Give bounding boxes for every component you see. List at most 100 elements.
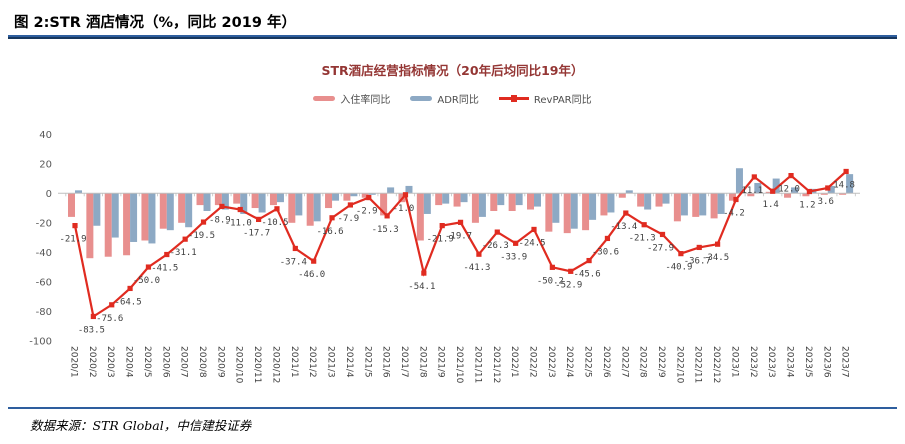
revpar-data-label: -36.7 — [684, 256, 711, 266]
revpar-data-label: -37.4 — [280, 257, 307, 267]
revpar-data-label: -46.0 — [298, 270, 325, 280]
revpar-marker — [72, 223, 78, 229]
legend-label-occupancy: 入住率同比 — [340, 95, 391, 106]
y-tick-label: -40 — [36, 248, 52, 259]
revpar-data-label: -50.0 — [133, 276, 160, 286]
y-tick-label: 20 — [39, 159, 52, 170]
adr-bar — [442, 193, 450, 204]
occupancy-bar — [68, 193, 75, 217]
adr-bar — [791, 187, 799, 194]
revpar-marker — [127, 285, 133, 292]
revpar-data-label: -7.9 — [338, 214, 360, 224]
occupancy-bar — [618, 193, 626, 198]
occupancy-bar — [508, 193, 516, 211]
revpar-data-label: -21.9 — [59, 235, 86, 245]
revpar-marker — [531, 226, 537, 233]
occupancy-bar — [692, 193, 700, 217]
adr-bar — [111, 193, 119, 238]
occupancy-bar — [784, 193, 792, 198]
adr-bar — [350, 193, 358, 197]
adr-bar — [258, 193, 266, 213]
revpar-marker — [549, 264, 555, 270]
x-tick-label: 2022/10 — [674, 346, 684, 384]
occupancy-bar — [563, 193, 571, 234]
revpar-marker — [788, 173, 794, 179]
occupancy-bar — [86, 193, 94, 259]
occupancy-bar — [416, 193, 424, 241]
x-tick-label: 2021/11 — [472, 346, 482, 383]
occupancy-bar — [123, 193, 131, 256]
revpar-data-label: 1.2 — [799, 201, 815, 211]
x-tick-label: 2021/3 — [326, 346, 336, 378]
x-tick-label: 2021/4 — [344, 346, 354, 378]
x-tick-label: 2020/10 — [234, 346, 244, 384]
revpar-marker — [825, 185, 831, 191]
x-tick-label: 2022/9 — [656, 346, 666, 378]
y-tick-label: -20 — [36, 218, 52, 229]
adr-bar — [203, 193, 211, 211]
revpar-data-label: -31.1 — [170, 248, 197, 258]
occupancy-bar — [141, 193, 149, 241]
adr-bar — [405, 185, 413, 194]
revpar-marker — [568, 268, 574, 274]
x-tick-label: 2022/8 — [638, 346, 648, 378]
legend-label-revpar: RevPAR同比 — [533, 95, 592, 106]
revpar-marker — [182, 236, 188, 242]
revpar-marker — [200, 219, 207, 225]
revpar-marker — [843, 168, 849, 175]
footer-rule — [8, 407, 897, 409]
occupancy-bar — [233, 193, 241, 204]
occupancy-bar — [104, 193, 112, 257]
revpar-marker — [439, 223, 445, 229]
revpar-marker — [476, 251, 482, 257]
x-tick-label: 2020/2 — [87, 346, 97, 378]
revpar-data-label: -75.6 — [96, 314, 123, 324]
revpar-data-label: -8.9 — [209, 215, 231, 225]
adr-bar — [699, 193, 707, 216]
occupancy-bar — [655, 193, 663, 207]
occupancy-bar — [820, 193, 828, 195]
x-tick-label: 2021/2 — [307, 346, 317, 378]
chart-plot-area: 40 20 0 -20 -40 -60 -80 -100 -21.9 -83.5-75.6 -64.… — [29, 130, 860, 384]
revpar-marker — [623, 210, 629, 216]
x-tick-label: 2021/1 — [289, 346, 299, 378]
revpar-data-label: -11.0 — [225, 219, 252, 229]
occupancy-bar — [471, 193, 479, 223]
header-rule — [8, 35, 897, 39]
revpar-data-label: -52.9 — [555, 280, 582, 290]
revpar-data-label: -4.2 — [723, 208, 745, 218]
x-tick-label: 2022/5 — [583, 346, 593, 378]
revpar-marker — [494, 229, 500, 235]
adr-bar — [387, 187, 395, 194]
occupancy-bar — [269, 193, 277, 206]
adr-bar — [497, 193, 505, 206]
x-tick-label: 2023/7 — [840, 346, 850, 378]
adr-bar — [827, 185, 835, 194]
adr-bar — [515, 193, 523, 206]
occupancy-bar — [839, 193, 847, 195]
revpar-marker — [219, 203, 225, 210]
revpar-data-label: -21.9 — [427, 235, 454, 245]
y-tick-label: -80 — [36, 307, 52, 318]
legend-item-adr: ADR同比 — [410, 91, 479, 106]
y-tick-label: -60 — [36, 277, 52, 288]
occupancy-bar — [325, 193, 333, 209]
adr-bar — [332, 193, 340, 201]
x-tick-label: 2021/7 — [399, 346, 409, 378]
revpar-marker — [696, 244, 702, 251]
occupancy-bar — [214, 193, 222, 206]
x-tick-label: 2022/12 — [711, 346, 721, 383]
revpar-data-label: 11.1 — [741, 186, 763, 196]
adr-bar — [846, 174, 854, 194]
revpar-marker — [513, 240, 519, 246]
occupancy-bar — [747, 193, 755, 197]
revpar-data-labels: -21.9 -83.5-75.6 -64.5 -50.0 -41.5 -31.1 -19.5… — [59, 180, 855, 335]
x-axis-labels: 2020/1 2020/2 2020/3 2020/4 2020/5 2020/6 2020… — [69, 346, 850, 384]
revpar-marker — [421, 270, 427, 276]
occupancy-bar — [306, 193, 314, 226]
legend-item-occupancy: 入住率同比 — [313, 91, 390, 106]
revpar-data-label: -64.5 — [115, 297, 142, 307]
adr-bar — [644, 193, 652, 210]
legend-label-adr: ADR同比 — [437, 95, 479, 106]
